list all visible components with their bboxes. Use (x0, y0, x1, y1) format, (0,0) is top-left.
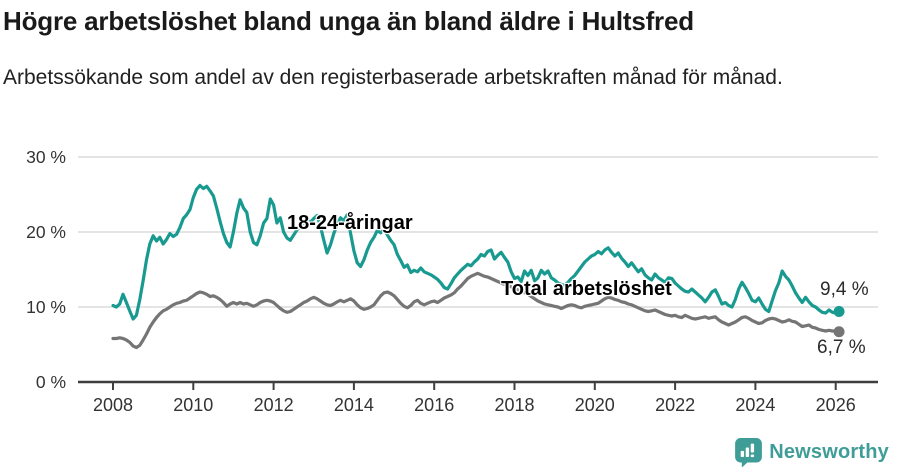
x-tick-label: 2010 (173, 395, 213, 415)
page-title: Högre arbetslöshet bland unga än bland ä… (3, 6, 694, 36)
x-tick-label: 2014 (334, 395, 374, 415)
series-label-youth: 18-24-åringar (287, 212, 413, 234)
newsworthy-brand-text: Newsworthy (769, 441, 889, 463)
plot-svg: 0 % 10 % 20 % 30 % 2008 2010 2012 2014 2016 2018 2… (26, 147, 878, 415)
x-tick-label: 2008 (93, 395, 133, 415)
end-value-total: 6,7 % (817, 337, 866, 358)
x-tick-label: 2022 (655, 395, 695, 415)
series-end-dot-total (833, 326, 845, 338)
x-tick-label: 2020 (575, 395, 615, 415)
y-tick-label: 10 % (26, 297, 66, 317)
y-tick-label: 30 % (26, 147, 66, 167)
y-tick-label: 20 % (26, 222, 66, 242)
x-tick-label: 2016 (414, 395, 454, 415)
x-tick-label: 2024 (735, 395, 775, 415)
newsworthy-logo[interactable]: Newsworthy (735, 438, 889, 467)
x-tick-label: 2012 (254, 395, 294, 415)
end-value-youth: 9,4 % (820, 279, 869, 300)
series-line-total (111, 271, 841, 350)
series-label-total: Total arbetslöshet (501, 278, 672, 300)
page-subtitle: Arbetssökande som andel av den registerb… (3, 66, 783, 89)
series-line-youth (111, 183, 841, 321)
x-tick-label: 2018 (494, 395, 534, 415)
y-tick-label: 0 % (36, 372, 66, 392)
series-end-dot-youth (833, 306, 845, 317)
newsworthy-bubble-chart-icon (735, 438, 763, 467)
x-tick-label: 2026 (816, 395, 856, 415)
line-chart: 0 % 10 % 20 % 30 % 2008 2010 2012 2014 2016 2018 2… (0, 140, 900, 474)
